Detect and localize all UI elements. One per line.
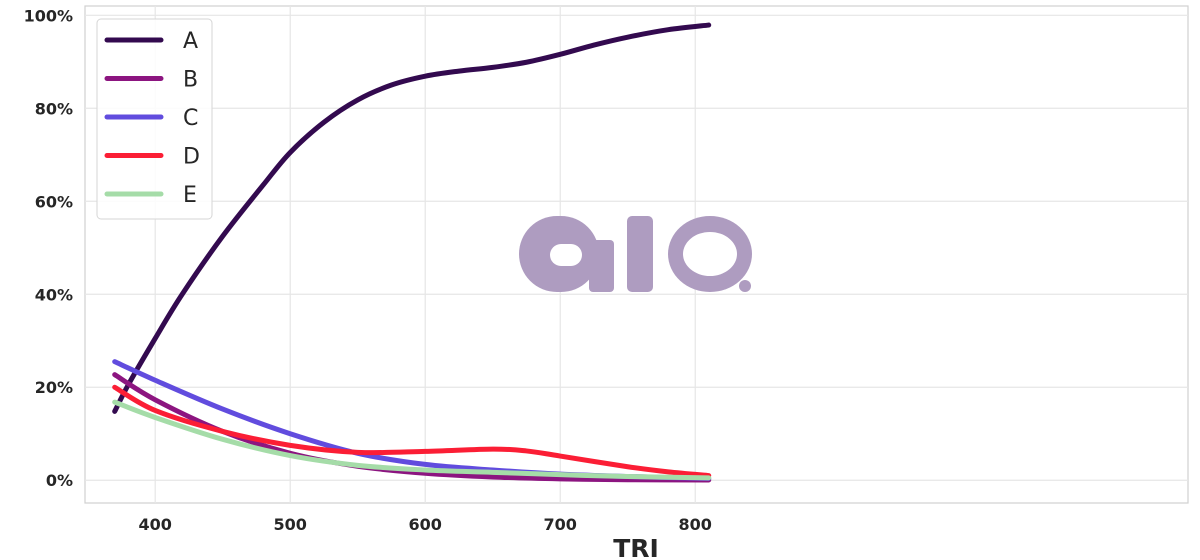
- series-line-d: [112, 384, 712, 479]
- legend-label-e: E: [183, 183, 197, 208]
- legend-label-a: A: [183, 29, 198, 54]
- watermark-letter-o-counter: [683, 232, 737, 276]
- x-tick-label: 700: [544, 515, 577, 534]
- y-tick-label: 100%: [24, 6, 73, 25]
- y-axis-ticks: 0% 20% 40% 60% 80% 100%: [24, 6, 73, 490]
- series-line-e: [112, 399, 712, 481]
- legend-label-d: D: [183, 145, 200, 170]
- series-lines: [112, 22, 712, 483]
- x-axis-title: TRI: [613, 534, 659, 560]
- watermark-dot: [739, 280, 751, 292]
- x-tick-label: 800: [679, 515, 712, 534]
- legend-label-c: C: [183, 106, 198, 131]
- y-tick-label: 0%: [46, 471, 73, 490]
- watermark-letter-a-stem: [589, 240, 614, 292]
- series-line-a: [112, 22, 712, 414]
- watermark-logo: [519, 216, 752, 292]
- x-tick-label: 600: [409, 515, 442, 534]
- y-tick-label: 20%: [35, 378, 73, 397]
- y-tick-label: 80%: [35, 99, 73, 118]
- watermark-letter-i: [627, 216, 653, 292]
- y-tick-label: 60%: [35, 192, 73, 211]
- watermark-letter-a-counter: [550, 244, 582, 266]
- legend-label-b: B: [183, 68, 198, 93]
- y-tick-label: 40%: [35, 285, 73, 304]
- x-tick-label: 400: [139, 515, 172, 534]
- x-tick-label: 500: [274, 515, 307, 534]
- x-axis-ticks: 400 500 600 700 800: [139, 515, 712, 534]
